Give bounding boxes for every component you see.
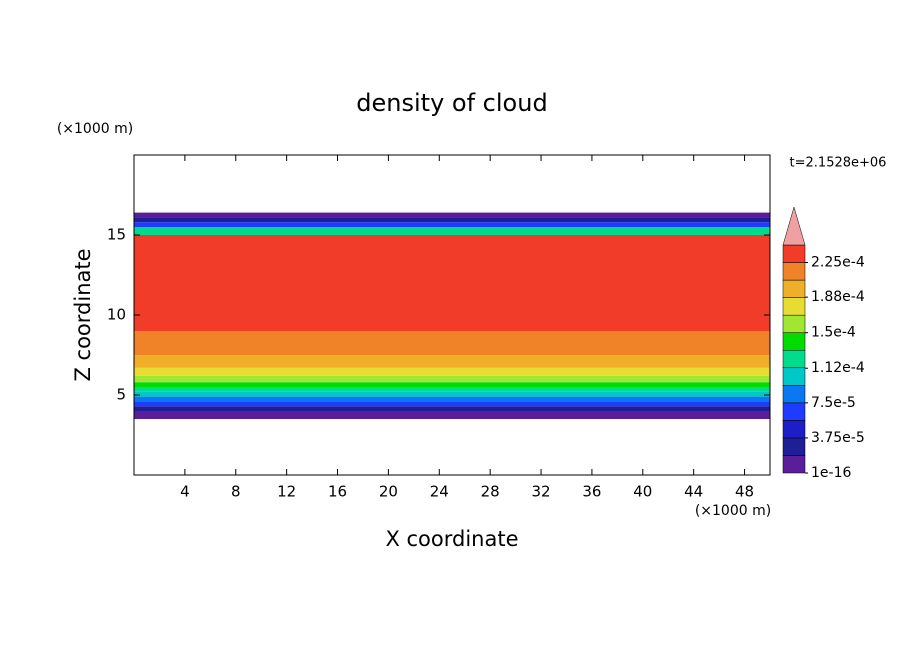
x-tick-label: 28 [481, 483, 500, 501]
x-tick-label: 12 [277, 483, 296, 501]
colorbar-over [782, 206, 806, 246]
x-tick-label: 20 [379, 483, 398, 501]
contour-band [134, 227, 770, 235]
contour-band [134, 382, 770, 387]
colorbar-segment [782, 349, 806, 369]
colorbar-segment [782, 262, 806, 281]
contour-band [134, 411, 770, 419]
y-tick-label: 10 [107, 306, 126, 324]
colorbar-segment [782, 420, 806, 439]
colorbar-segment [782, 279, 806, 298]
colorbar-segment [782, 385, 806, 404]
contour-band [134, 375, 770, 383]
colorbar-label: 7.5e-5 [811, 395, 856, 411]
colorbar-label: 2.25e-4 [811, 255, 865, 271]
contour-band [134, 401, 770, 407]
colorbar-segment [782, 455, 806, 474]
contour-band [134, 355, 770, 368]
x-tick-label: 36 [582, 483, 601, 501]
x-axis-label: X coordinate [385, 527, 518, 551]
x-tick-label: 24 [430, 483, 449, 501]
y-unit: (×1000 m) [57, 121, 133, 137]
colorbar-segment [782, 314, 806, 333]
contour-band [134, 406, 770, 411]
y-axis-label: Z coordinate [71, 248, 95, 381]
colorbar-segment [782, 297, 806, 316]
x-tick-label: 32 [531, 483, 550, 501]
contour-band [134, 367, 770, 376]
chart-title: density of cloud [356, 89, 547, 117]
y-tick-label: 15 [107, 226, 126, 244]
colorbar-segment [782, 367, 806, 386]
contour-band [134, 396, 770, 402]
contour-band [134, 217, 770, 223]
x-tick-label: 48 [735, 483, 754, 501]
contour-band [134, 331, 770, 355]
contour-band [134, 212, 770, 218]
x-tick-label: 44 [684, 483, 703, 501]
time-label: t=2.1528e+06 [790, 156, 887, 171]
colorbar-label: 1.12e-4 [811, 360, 865, 376]
colorbar-label: 3.75e-5 [811, 430, 865, 446]
x-tick-label: 16 [328, 483, 347, 501]
x-unit: (×1000 m) [695, 503, 771, 519]
colorbar-segment [782, 244, 806, 263]
colorbar-segment [782, 402, 806, 421]
x-tick-label: 40 [633, 483, 652, 501]
colorbar-segment [782, 332, 806, 351]
contour-band [134, 222, 770, 227]
colorbar-label: 1.88e-4 [811, 289, 865, 305]
contour-band [134, 391, 770, 397]
contour-band [134, 387, 770, 392]
x-tick-label: 4 [180, 483, 190, 501]
contour-band [134, 235, 770, 331]
colorbar-label: 1e-16 [811, 465, 851, 481]
x-tick-label: 8 [231, 483, 241, 501]
y-tick-label: 5 [116, 386, 126, 404]
colorbar-label: 1.5e-4 [811, 325, 856, 341]
colorbar-segment [782, 437, 806, 456]
